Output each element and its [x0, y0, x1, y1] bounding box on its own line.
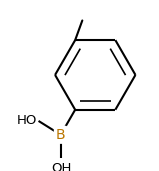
- Text: OH: OH: [51, 162, 72, 171]
- Text: HO: HO: [16, 114, 37, 127]
- Text: B: B: [56, 128, 66, 142]
